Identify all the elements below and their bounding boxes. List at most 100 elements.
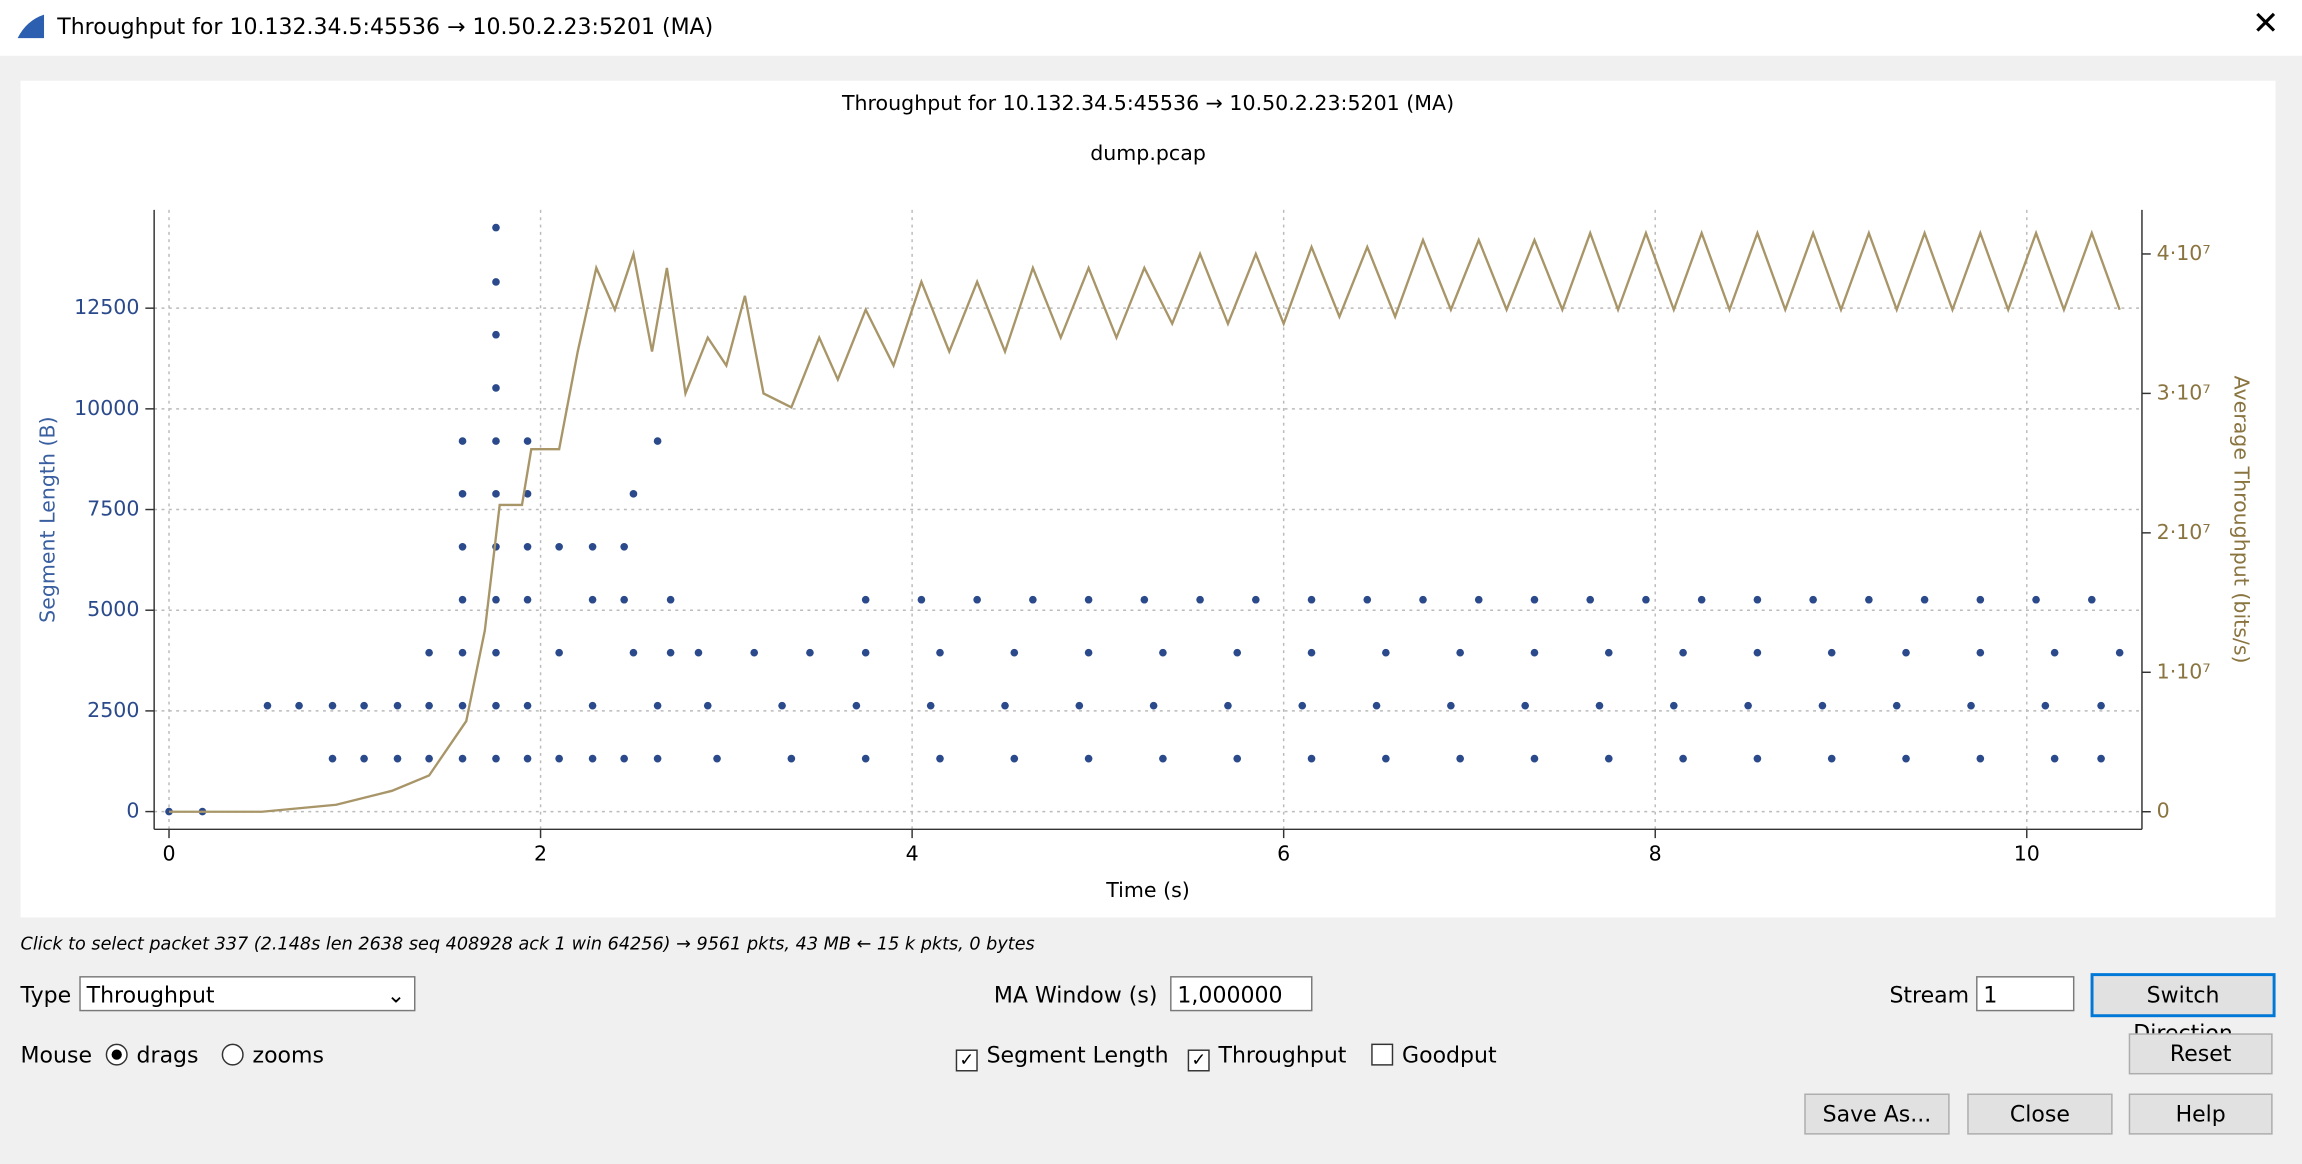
x-tick-label: 0: [162, 841, 175, 865]
segment-point: [620, 542, 628, 551]
segment-point: [1753, 754, 1762, 763]
throughput-line: [169, 229, 2121, 813]
segment-point: [852, 701, 861, 710]
segment-point: [1075, 701, 1084, 710]
segment-point: [787, 754, 796, 763]
segment-point: [1642, 595, 1650, 604]
y2-tick-label: 4·10⁷: [2157, 241, 2211, 265]
segment-point: [425, 648, 433, 657]
segment-point: [458, 595, 467, 604]
segment-point: [694, 648, 703, 657]
segment-point: [1818, 701, 1827, 710]
segment-point: [1456, 754, 1464, 763]
segment-point: [360, 701, 368, 710]
segment-point: [492, 384, 500, 392]
segment-point: [1010, 648, 1019, 657]
segment-point: [1530, 595, 1539, 604]
segment-point: [1530, 648, 1539, 657]
segment-point: [393, 754, 402, 763]
segment-point: [973, 595, 981, 604]
segment-point: [425, 701, 433, 710]
segment-point: [555, 542, 563, 551]
segment-point: [653, 701, 662, 710]
segment-point: [458, 648, 467, 657]
segment-point: [1084, 754, 1093, 763]
segment-point: [458, 542, 467, 551]
segment-point: [1307, 754, 1316, 763]
switch-button[interactable]: Switch Direction: [2090, 973, 2276, 1047]
segment-point: [263, 701, 272, 710]
segment-point: [492, 437, 500, 445]
segment-point: [1159, 754, 1167, 763]
ma-label: MA Window (s): [993, 981, 1158, 1009]
segment-point: [523, 490, 532, 498]
ma-value: 1,000000: [1177, 981, 1283, 1009]
segment-point: [1419, 595, 1427, 604]
throughput-checkbox[interactable]: ✓ Throughput: [1187, 1042, 1346, 1072]
segment-point: [2097, 754, 2105, 763]
segment-point: [1595, 701, 1604, 710]
segment-point: [1521, 701, 1529, 710]
chart: Throughput for 10.132.34.5:45536 → 10.50…: [20, 80, 2276, 918]
segment-point: [653, 437, 662, 445]
segment-text: Segment Length: [986, 1042, 1169, 1069]
segment-point: [917, 595, 926, 604]
segment-point: [328, 701, 337, 710]
segment-point: [703, 701, 712, 710]
segment-point: [1967, 701, 1975, 710]
segment-point: [2115, 648, 2124, 657]
segment-point: [1753, 648, 1762, 657]
window-title: Throughput for 10.132.34.5:45536 → 10.50…: [57, 13, 714, 40]
zooms-radio[interactable]: zooms: [221, 1042, 324, 1069]
segment-checkbox[interactable]: ✓ Segment Length: [955, 1042, 1169, 1072]
segment-point: [629, 490, 638, 498]
y-tick-label: 10000: [74, 396, 139, 420]
help-button[interactable]: Help: [2128, 1093, 2273, 1135]
segment-point: [492, 278, 500, 286]
type-value: Throughput: [86, 981, 215, 1009]
segment-point: [1251, 595, 1260, 604]
goodput-text: Goodput: [1402, 1042, 1497, 1069]
dropdown-arrow: ⌄: [386, 981, 406, 1009]
segment-point: [492, 490, 500, 498]
segment-point: [926, 701, 935, 710]
segment-point: [1892, 701, 1901, 710]
y2-tick-label: 2·10⁷: [2157, 520, 2211, 544]
segment-point: [1976, 754, 1985, 763]
segment-point: [1586, 595, 1595, 604]
mouse-label: Mouse: [20, 1042, 93, 1069]
ma-input[interactable]: 1,000000: [1170, 976, 1313, 1012]
segment-point: [1920, 595, 1929, 604]
segment-point: [2087, 595, 2096, 604]
chart-title: Throughput for 10.132.34.5:45536 → 10.50…: [841, 91, 1454, 115]
segment-point: [1827, 754, 1836, 763]
segment-point: [1456, 648, 1464, 657]
x-tick-label: 4: [906, 841, 919, 865]
segment-point: [555, 754, 563, 763]
segment-point: [1809, 595, 1817, 604]
segment-point: [492, 330, 500, 339]
close-button[interactable]: Close: [1967, 1093, 2113, 1135]
y-tick-label: 2500: [87, 698, 139, 722]
x-tick-label: 2: [534, 841, 547, 865]
segment-point: [1224, 701, 1232, 710]
segment-point: [936, 648, 944, 657]
segment-point: [425, 754, 433, 763]
segment-point: [2032, 595, 2040, 604]
segment-point: [1363, 595, 1372, 604]
drags-radio[interactable]: drags: [105, 1042, 199, 1069]
save-button[interactable]: Save As...: [1804, 1093, 1950, 1135]
stream-input[interactable]: 1: [1976, 976, 2075, 1012]
close-x[interactable]: ✕: [2252, 5, 2280, 43]
x-tick-label: 8: [1649, 841, 1662, 865]
goodput-checkbox[interactable]: Goodput: [1371, 1042, 1497, 1069]
y2-tick-label: 1·10⁷: [2157, 659, 2211, 683]
type-select[interactable]: Throughput ⌄: [79, 976, 416, 1012]
segment-point: [588, 542, 597, 551]
segment-point: [666, 648, 675, 657]
segment-point: [1233, 754, 1242, 763]
segment-point: [861, 648, 870, 657]
reset-button[interactable]: Reset: [2128, 1033, 2273, 1075]
segment-point: [666, 595, 675, 604]
